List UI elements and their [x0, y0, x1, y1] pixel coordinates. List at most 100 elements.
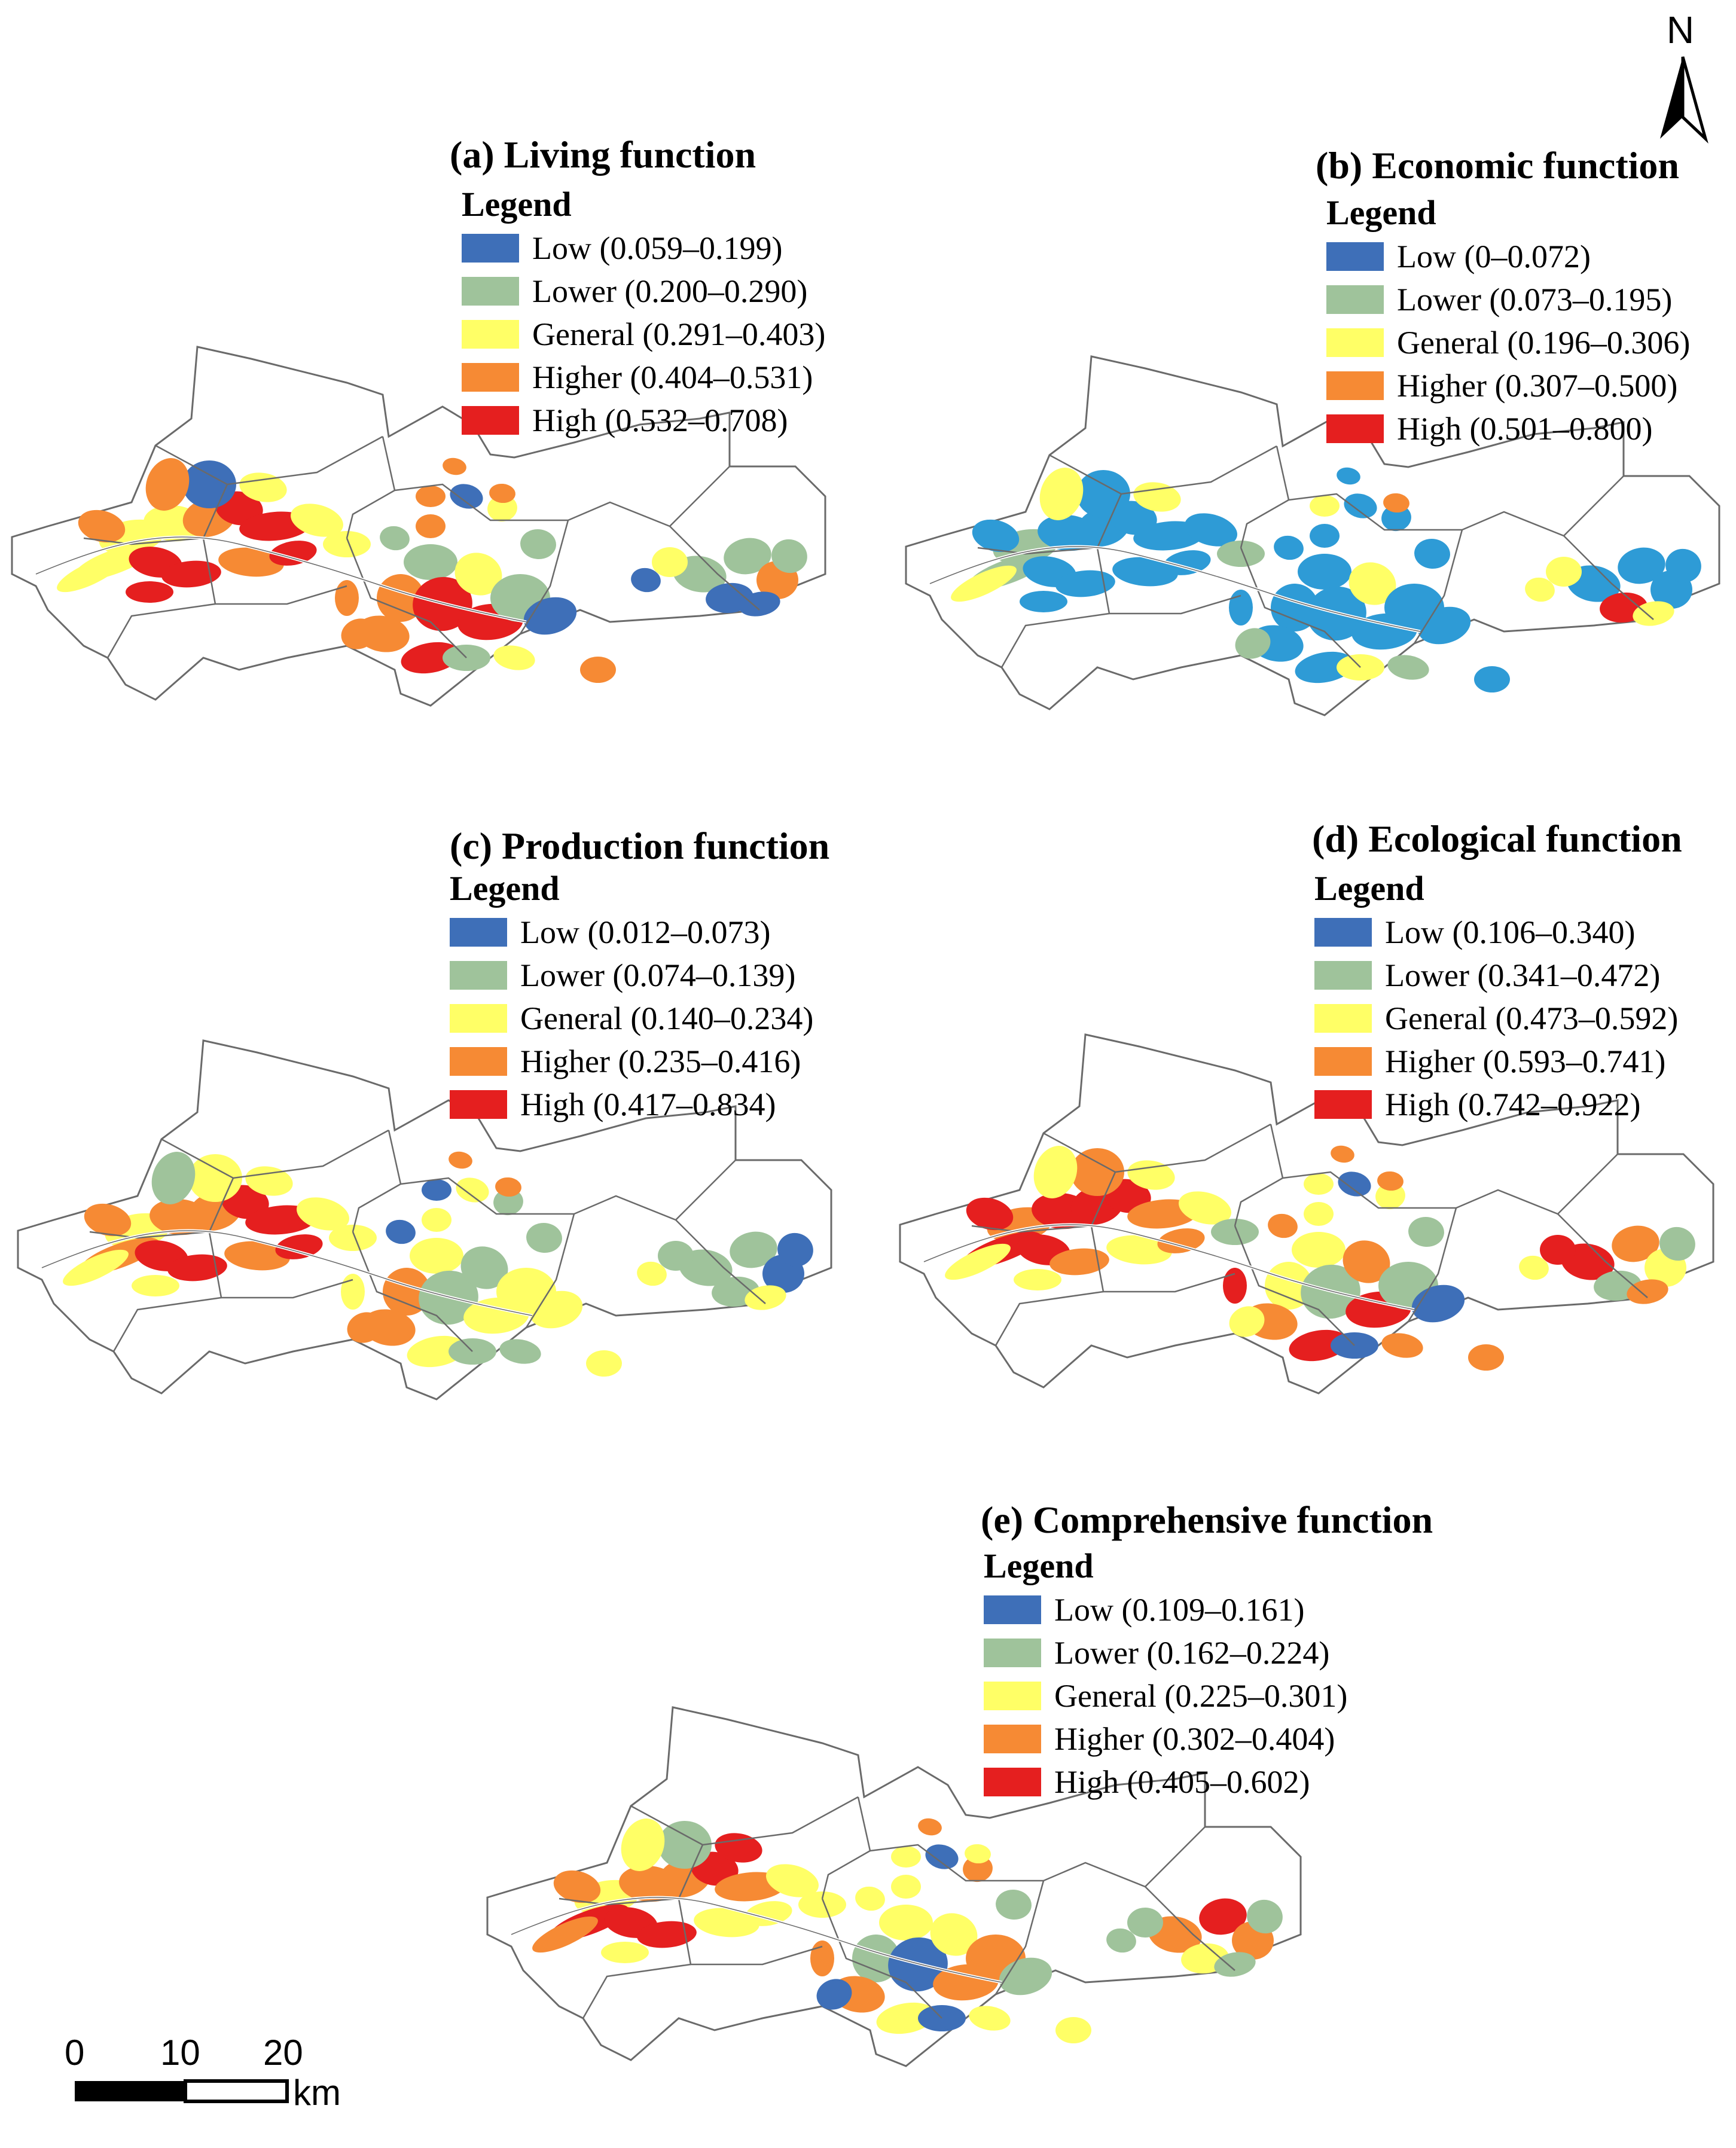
land-patch-general: [188, 1154, 242, 1202]
district-boundary: [89, 1177, 234, 1239]
land-patch-general: [493, 645, 535, 670]
land-patch-general: [1179, 1191, 1231, 1225]
land-patch-higher: [1070, 1148, 1124, 1196]
legend-swatch-general: [1326, 328, 1384, 357]
land-patch-low: [1076, 470, 1130, 518]
land-patch-high: [161, 560, 221, 588]
district-boundary: [1407, 1207, 1457, 1322]
district-boundary: [1043, 1123, 1271, 1173]
district-boundary: [1090, 1225, 1235, 1293]
land-patch-general: [621, 1819, 665, 1871]
land-patch-lower: [526, 1222, 562, 1253]
land-patch-general: [1127, 1160, 1175, 1190]
district-boundary: [346, 538, 467, 658]
legend-label: Lower (0.162–0.224): [1054, 1635, 1330, 1671]
land-patch-higher: [918, 1818, 942, 1836]
land-patch-higher: [383, 1268, 431, 1316]
legend-label: Higher (0.235–0.416): [520, 1044, 801, 1079]
legend-swatch-general: [1314, 1004, 1372, 1033]
patch-layer: [57, 457, 807, 683]
district-boundary: [394, 483, 568, 521]
land-patch-high: [966, 1197, 1014, 1231]
legend-item-general: General (0.196–0.306): [1326, 321, 1690, 364]
legend-heading: Legend: [450, 869, 560, 908]
district-boundary: [630, 1796, 859, 1846]
land-patch-lower: [1106, 1928, 1136, 1953]
district-boundary: [352, 1130, 402, 1232]
legend-label: High (0.532–0.708): [532, 402, 788, 438]
land-patch-low: [1381, 504, 1411, 532]
district-boundary: [977, 493, 1122, 555]
land-patch-general: [63, 1249, 129, 1286]
land-patch-higher: [1627, 1279, 1668, 1304]
scale-unit: km: [293, 2073, 341, 2113]
legend-item-lower: Lower (0.341–0.472): [1314, 954, 1678, 997]
land-patch-higher: [963, 1855, 993, 1882]
legend-item-higher: Higher (0.593–0.741): [1314, 1040, 1678, 1083]
land-patch-general: [798, 1891, 846, 1918]
land-patch-higher: [416, 486, 446, 507]
land-patch-general: [1633, 601, 1674, 626]
legend-swatch-general: [450, 1004, 507, 1033]
land-patch-general: [297, 1197, 349, 1231]
district-boundary: [1000, 612, 1110, 668]
district-boundary: [525, 1213, 575, 1328]
land-patch-general: [891, 1846, 921, 1868]
land-patch-high: [1540, 1235, 1576, 1265]
panel-c-legend: Legend Low (0.012–0.073) Lower (0.074–0.…: [450, 868, 813, 1126]
land-patch-general: [601, 1942, 649, 1963]
legend-swatch-lower: [984, 1639, 1041, 1667]
land-patch-low: [1229, 590, 1253, 626]
legend-item-lower: Lower (0.073–0.195): [1326, 278, 1690, 321]
land-patch-low: [1618, 547, 1665, 584]
district-boundary: [155, 435, 383, 486]
land-patch-high: [126, 581, 173, 603]
land-patch-general: [1229, 1306, 1265, 1337]
land-patch-lower: [1217, 541, 1265, 567]
legend-item-low: Low (0.059–0.199): [462, 227, 825, 270]
land-patch-high: [401, 642, 460, 674]
land-patch-general: [694, 1908, 759, 1938]
land-patch-high: [269, 541, 317, 566]
legend-swatch-higher: [1314, 1047, 1372, 1076]
legend-swatch-high: [1326, 414, 1384, 443]
land-patch-higher: [416, 514, 446, 538]
scale-bar-black-segment: [75, 2081, 185, 2101]
land-patch-low: [1055, 570, 1115, 597]
land-patch-general: [291, 504, 343, 537]
land-patch-general: [965, 1844, 991, 1864]
district-boundary: [346, 436, 396, 539]
land-patch-low: [1474, 666, 1510, 692]
land-patch-higher: [335, 580, 359, 616]
land-patch-general: [652, 547, 688, 577]
land-patch-lower: [658, 1821, 712, 1869]
district-boundary: [994, 1880, 1045, 1995]
land-patch-lower: [460, 1246, 508, 1289]
land-patch-general: [891, 1875, 921, 1899]
land-patch-higher: [1381, 1333, 1423, 1358]
legend-swatch-high: [450, 1090, 507, 1119]
land-patch-lower: [151, 1152, 196, 1204]
land-patch-general: [1292, 1232, 1346, 1268]
land-patch-general: [945, 1243, 1011, 1280]
district-boundary: [971, 1171, 1116, 1233]
land-patch-higher: [377, 574, 425, 622]
legend-item-high: High (0.417–0.834): [450, 1083, 813, 1126]
scale-bar: [75, 2079, 289, 2103]
legend-label: High (0.417–0.834): [520, 1087, 776, 1122]
legend-label: General (0.140–0.234): [520, 1000, 814, 1036]
land-patch-high: [1223, 1268, 1247, 1304]
land-patch-general: [57, 556, 123, 593]
land-patch-higher: [84, 1203, 132, 1237]
district-boundary: [568, 466, 730, 527]
legend-item-general: General (0.473–0.592): [1314, 997, 1678, 1040]
land-patch-general: [969, 2006, 1011, 2031]
legend-label: Lower (0.073–0.195): [1397, 282, 1673, 318]
map-ecological-function: [899, 1033, 1714, 1395]
land-patch-general: [1375, 1182, 1405, 1210]
river-edge: [929, 546, 1421, 632]
land-patch-lower: [1387, 655, 1429, 680]
land-patch-general: [1055, 2017, 1091, 2043]
panel-c-title: (c) Production function: [450, 825, 830, 867]
land-patch-higher: [341, 618, 377, 649]
